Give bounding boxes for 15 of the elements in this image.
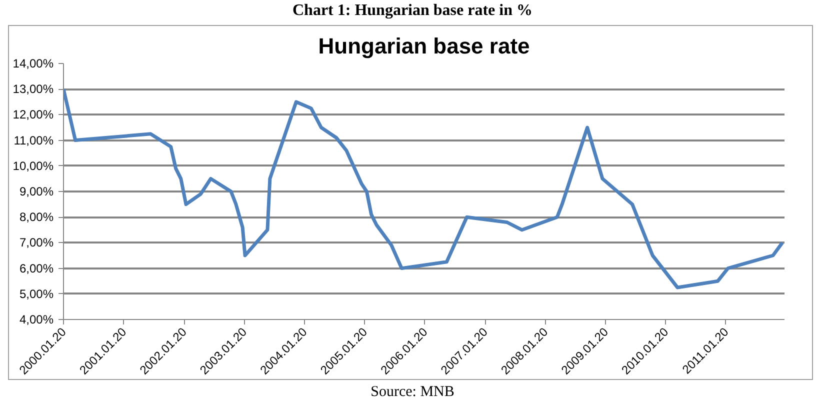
y-tick-label: 12,00%	[12, 108, 54, 122]
line-series	[64, 87, 784, 290]
y-tick-label: 9,00%	[19, 184, 54, 198]
y-tick-label: 13,00%	[12, 82, 54, 96]
chart-subtitle: Hungarian base rate	[318, 33, 530, 58]
y-tick-label: 14,00%	[12, 56, 54, 70]
y-tick-label: 8,00%	[19, 210, 54, 224]
y-tick-label: 7,00%	[19, 236, 54, 250]
chart-title: Chart 1: Hungarian base rate in %	[292, 1, 532, 21]
y-tick-label: 6,00%	[19, 261, 54, 276]
source-note: Source: MNB	[370, 382, 454, 402]
y-tick-label: 4,00%	[19, 312, 54, 326]
y-tick-label: 5,00%	[19, 286, 54, 301]
y-tick-label: 11,00%	[14, 133, 54, 148]
y-tick-label: 10,00%	[12, 158, 54, 173]
